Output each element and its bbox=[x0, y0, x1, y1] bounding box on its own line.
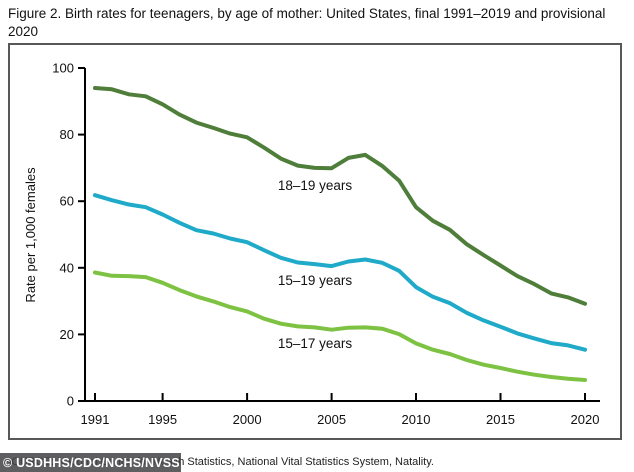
figure-title: Figure 2. Birth rates for teenagers, by … bbox=[8, 6, 606, 39]
y-tick-label: 60 bbox=[60, 194, 74, 209]
axes bbox=[84, 68, 600, 402]
x-tick-label: 1991 bbox=[81, 412, 110, 427]
x-tick-label: 1995 bbox=[148, 412, 177, 427]
y-tick-label: 20 bbox=[60, 327, 74, 342]
series-label-15-17: 15–17 years bbox=[278, 336, 353, 351]
series-line bbox=[93, 193, 587, 352]
series-line bbox=[93, 270, 587, 382]
x-tick-label: 2000 bbox=[233, 412, 262, 427]
series-label-18-19: 18–19 years bbox=[278, 178, 353, 193]
x-tick-label: 2015 bbox=[486, 412, 515, 427]
chart-generated-layer: 0 20 40 60 80 100 1991 1995 2000 2005 2010 2015 2020 bbox=[52, 61, 600, 427]
x-tick-label: 2005 bbox=[317, 412, 346, 427]
chart-area: 0 20 40 60 80 100 1991 1995 2000 2005 2010 2015 2020… bbox=[8, 43, 622, 440]
y-tick-label: 0 bbox=[67, 394, 74, 409]
x-tick-label: 2010 bbox=[402, 412, 431, 427]
y-tick-label: 100 bbox=[52, 61, 74, 76]
source-note: SOURCE: National Center for Health Stati… bbox=[0, 453, 634, 472]
y-tick-label: 80 bbox=[60, 127, 74, 142]
x-tick-label: 2020 bbox=[571, 412, 600, 427]
watermark-text: © USDHHS/CDC/NCHS/NVSS bbox=[3, 455, 180, 470]
series-line bbox=[93, 86, 587, 306]
y-axis-title: Rate per 1,000 females bbox=[23, 167, 38, 303]
line-chart: 0 20 40 60 80 100 1991 1995 2000 2005 2010 2015 2020… bbox=[23, 61, 600, 427]
watermark-badge: © USDHHS/CDC/NCHS/NVSS bbox=[0, 453, 181, 472]
series-label-15-19: 15–19 years bbox=[278, 273, 353, 288]
y-tick-label: 40 bbox=[60, 260, 74, 275]
